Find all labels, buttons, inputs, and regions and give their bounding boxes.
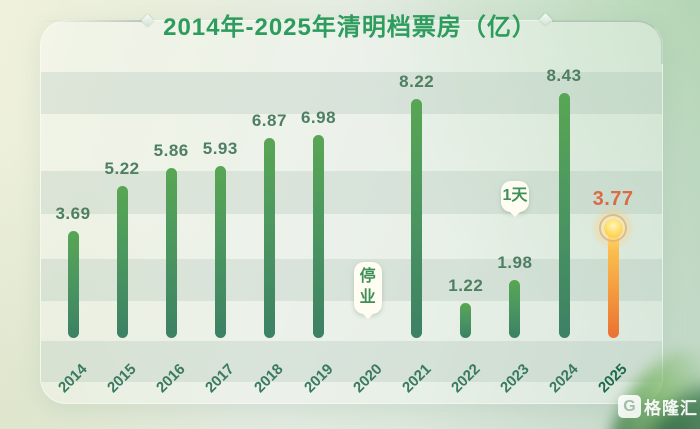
value-label-2022: 1.22 [448, 275, 484, 295]
highlight-dot-icon [603, 218, 623, 238]
bar-2019 [313, 135, 324, 338]
gelonghui-logo-icon: G [618, 395, 641, 418]
axis-label-2021: 2021 [398, 360, 435, 397]
bar-2018 [263, 138, 275, 338]
axis-label-2016: 2016 [153, 360, 189, 397]
bar-2016 [165, 167, 177, 338]
bar-2025 [607, 228, 619, 338]
value-label-2025: 3.77 [592, 188, 634, 211]
watermark: G 格隆汇 [618, 394, 698, 419]
annotation-bubble-2020: 停业 [353, 262, 382, 314]
bar-2017 [214, 165, 226, 338]
axis-label-2023: 2023 [496, 360, 533, 397]
value-label-2019: 6.98 [300, 108, 337, 128]
value-label-2021: 8.22 [399, 72, 435, 92]
value-label-2023: 1.98 [497, 253, 533, 273]
value-label-2017: 5.93 [202, 138, 238, 158]
value-label-2016: 5.86 [153, 140, 189, 160]
axis-label-2022: 2022 [447, 360, 484, 397]
background-stripe [41, 341, 662, 382]
axis-label-2020: 2020 [349, 360, 386, 397]
value-label-2018: 6.87 [251, 111, 287, 131]
bar-2014 [67, 230, 79, 338]
chart-title: 2014年-2025年清明档票房（亿） [163, 14, 537, 41]
annotation-bubble-2023: 1天 [500, 181, 529, 212]
bar-2021 [411, 99, 423, 338]
axis-label-2019: 2019 [300, 360, 337, 397]
axis-label-2017: 2017 [202, 360, 238, 397]
title-decor-line-right [552, 20, 663, 64]
value-label-2015: 5.22 [104, 159, 140, 179]
chart-card [40, 20, 663, 404]
value-label-2014: 3.69 [55, 203, 91, 223]
value-label-2024: 8.43 [546, 66, 582, 86]
axis-label-2015: 2015 [104, 360, 140, 397]
axis-label-2014: 2014 [55, 360, 91, 397]
bar-2024 [558, 93, 570, 338]
bar-2023 [509, 280, 521, 338]
watermark-text: 格隆汇 [644, 399, 698, 418]
axis-label-2018: 2018 [251, 360, 288, 397]
bar-2015 [116, 186, 128, 338]
axis-label-2024: 2024 [546, 360, 582, 397]
bar-2022 [460, 302, 472, 338]
title-decor-line-left [40, 20, 143, 22]
